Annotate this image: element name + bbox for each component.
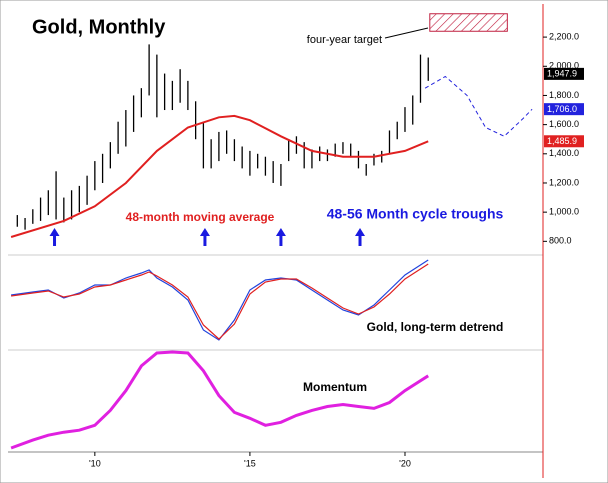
y-tick-label: 1,000.0 bbox=[549, 207, 579, 217]
series-line bbox=[11, 263, 429, 340]
value-marker-label: 1,947.9 bbox=[547, 69, 577, 79]
y-tick-label: 1,800.0 bbox=[549, 90, 579, 100]
x-tick-label: '15 bbox=[244, 458, 256, 468]
y-tick-label: 1,400.0 bbox=[549, 148, 579, 158]
detrend-label: Gold, long-term detrend bbox=[367, 320, 504, 334]
value-marker bbox=[544, 103, 584, 116]
y-tick-label: 2,000.0 bbox=[549, 61, 579, 71]
projection-line bbox=[424, 75, 533, 137]
chart-title: Gold, Monthly bbox=[32, 16, 166, 38]
y-tick-label: 2,200.0 bbox=[549, 31, 579, 41]
target-connector bbox=[384, 27, 429, 39]
trough-arrow bbox=[275, 228, 286, 246]
moving-average-line bbox=[10, 114, 429, 238]
series-line bbox=[10, 350, 430, 450]
y-tick-label: 800.0 bbox=[549, 236, 572, 246]
x-tick-label: '10 bbox=[89, 458, 101, 468]
trough-arrow bbox=[355, 228, 366, 246]
target-box bbox=[429, 13, 508, 32]
target-label: four-year target bbox=[307, 34, 382, 46]
value-marker bbox=[544, 135, 584, 148]
value-marker-label: 1,706.0 bbox=[547, 104, 577, 114]
y-tick-label: 1,200.0 bbox=[549, 177, 579, 187]
trough-arrow bbox=[199, 228, 210, 246]
momentum-label: Momentum bbox=[303, 380, 367, 394]
x-tick-label: '20 bbox=[399, 458, 411, 468]
ma-label: 48-month moving average bbox=[126, 210, 275, 224]
value-marker-label: 1,485.9 bbox=[547, 136, 577, 146]
trough-arrow bbox=[49, 228, 60, 246]
y-tick-label: 1,600.0 bbox=[549, 119, 579, 129]
series-line bbox=[11, 259, 429, 341]
troughs-label: 48-56 Month cycle troughs bbox=[327, 206, 504, 222]
value-marker bbox=[544, 67, 584, 80]
